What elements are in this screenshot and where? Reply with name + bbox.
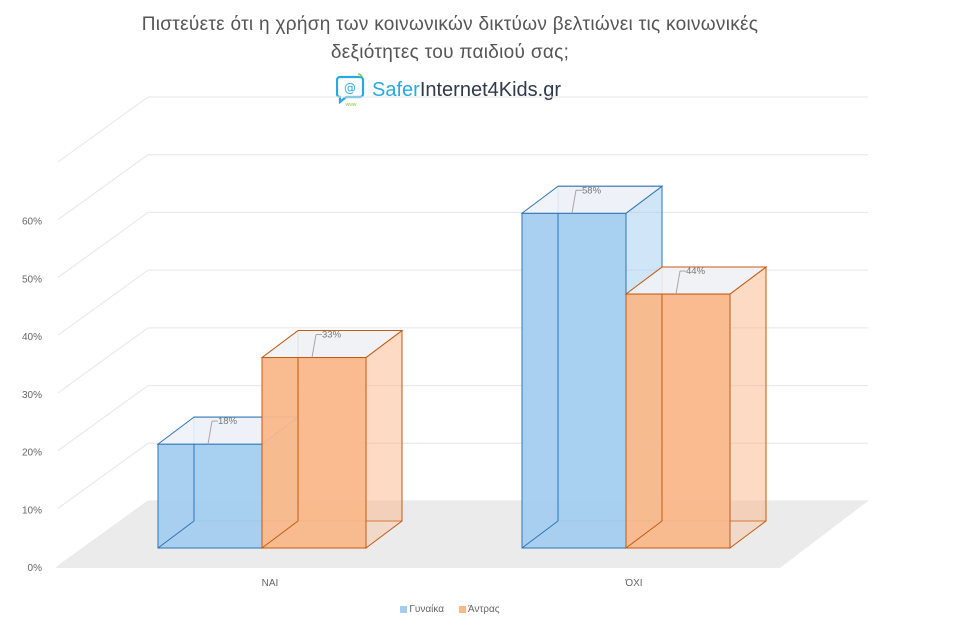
bar-edge [157, 520, 195, 549]
data-label-leader [571, 190, 577, 214]
y-tick-label: 60% [22, 217, 42, 228]
chart-legend: Γυναίκα Άντρας [0, 604, 900, 616]
data-label-leader [311, 334, 317, 358]
y-tick-label: 20% [22, 448, 42, 459]
bar-top-face [520, 185, 664, 214]
y-tick-label: 50% [22, 274, 42, 285]
bar-edge [261, 520, 299, 549]
x-category-label: ΌΧΙ [624, 578, 642, 589]
gridline-diagonal [57, 212, 149, 278]
bar-front-face [157, 443, 263, 549]
logo-badge-text: www [346, 102, 357, 107]
bar-2-1 [260, 329, 404, 549]
data-label-leader [207, 421, 213, 445]
y-tick-label: 40% [22, 332, 42, 343]
logo-text: SaferInternet4Kids.gr [372, 79, 561, 102]
bar-top-face [624, 266, 768, 295]
x-category-label: ΝΑΙ [262, 578, 279, 589]
y-tick-label: 30% [22, 390, 42, 401]
data-label-leader [675, 270, 681, 295]
bar-front-face [261, 357, 367, 549]
data-label: 33% [322, 330, 342, 341]
bar-side-face [365, 329, 403, 549]
gridline-diagonal [57, 269, 149, 336]
bar-2-2 [624, 266, 768, 549]
svg-text:@: @ [344, 81, 356, 95]
legend-label-series-2: Άντρας [467, 604, 500, 615]
bar-front-face [625, 293, 731, 549]
y-tick-label: 10% [22, 505, 42, 516]
legend-item-series-1: Γυναίκα [400, 604, 444, 615]
legend-swatch-series-1 [400, 606, 408, 613]
data-label: 44% [686, 266, 706, 277]
saferinternet-logo: @ www SaferInternet4Kids.gr [336, 72, 561, 108]
bar-edge [521, 520, 559, 549]
logo-text-safer: Safer [372, 78, 420, 101]
data-label: 58% [582, 185, 602, 196]
chart-title-line-1: Πιστεύετε ότι η χρήση των κοινωνικών δικ… [141, 14, 759, 35]
gridline-diagonal [57, 154, 149, 221]
logo-text-internet4kids: Internet4Kids [419, 78, 538, 101]
logo-text-domain: .gr [537, 78, 562, 101]
data-label: 18% [218, 416, 238, 427]
gridline-diagonal [57, 385, 149, 451]
bar-edge [625, 520, 663, 549]
bar-front-face [521, 212, 627, 549]
legend-label-series-1: Γυναίκα [409, 604, 445, 615]
legend-swatch-series-2 [458, 606, 466, 613]
legend-item-series-2: Άντρας [458, 604, 500, 615]
gridline-diagonal [57, 327, 149, 394]
chart-title-line-2: δεξιότητες του παιδιού σας; [330, 42, 570, 63]
gridline-diagonal [57, 442, 149, 509]
bar-top-face [260, 330, 404, 359]
gridline-diagonal [57, 96, 149, 163]
bar-side-face [729, 266, 767, 549]
y-tick-label: 0% [28, 563, 43, 574]
